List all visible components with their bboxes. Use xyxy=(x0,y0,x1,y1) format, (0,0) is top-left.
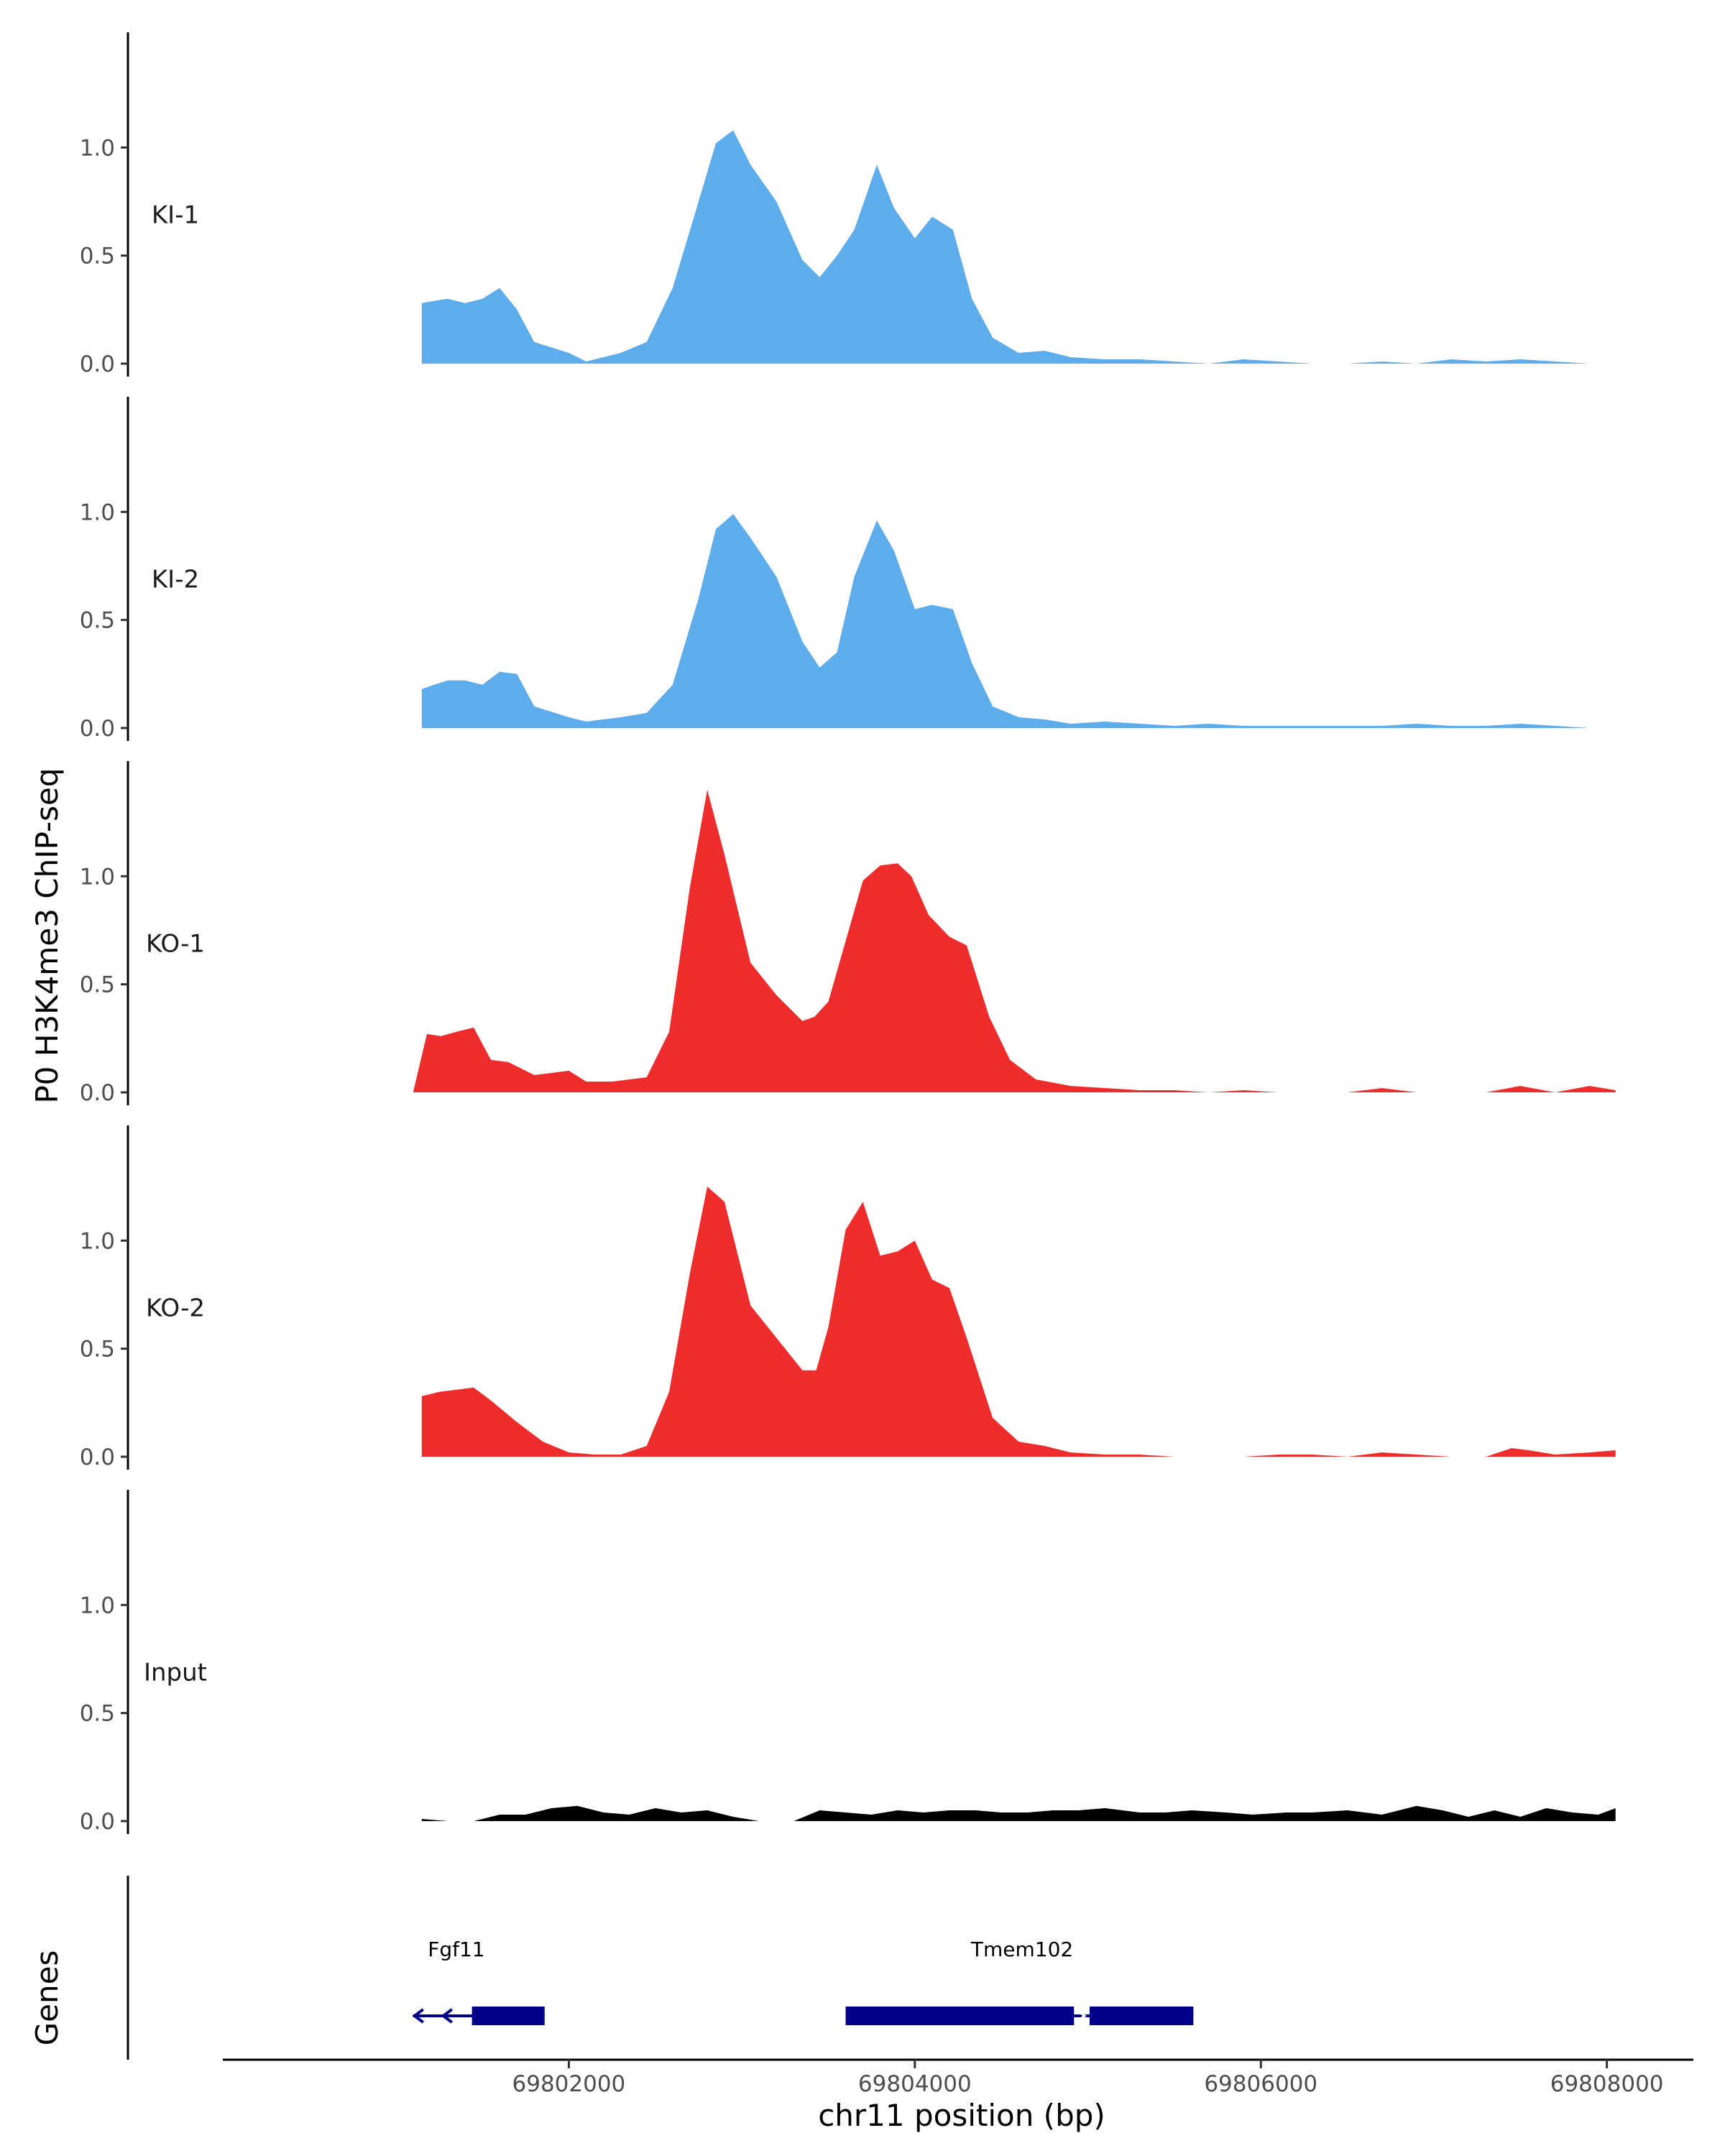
y-tick-label: 1.0 xyxy=(80,135,115,161)
gene-exon xyxy=(472,2007,545,2025)
y-tick-label: 1.0 xyxy=(80,499,115,525)
y-tick-label: 0.5 xyxy=(80,1337,115,1363)
y-tick-label: 0.0 xyxy=(80,1809,115,1835)
y-tick-label: 0.5 xyxy=(80,1701,115,1727)
y-axis-title: P0 H3K4me3 ChIP-seq xyxy=(29,768,65,1103)
coverage-area xyxy=(421,1805,1616,1821)
y-tick-label: 0.0 xyxy=(80,1445,115,1470)
track-ki-2: 0.0 0.5 1.0 KI-2 xyxy=(80,397,1616,742)
y-tick-label: 0.5 xyxy=(80,244,115,270)
genes-axis-title: Genes xyxy=(29,1950,65,2046)
x-axis-title: chr11 position (bp) xyxy=(818,2098,1105,2133)
x-axis: 69802000 69804000 69806000 69808000 xyxy=(223,2058,1693,2097)
gene-label: Tmem102 xyxy=(970,1938,1073,1961)
gene-label: Fgf11 xyxy=(428,1938,484,1961)
strand-arrow-icon xyxy=(469,2008,482,2024)
x-tick-label: 69802000 xyxy=(512,2071,626,2097)
x-tick-label: 69808000 xyxy=(1550,2071,1664,2097)
coverage-area xyxy=(421,130,1616,364)
gene-exon xyxy=(1089,2007,1194,2025)
strand-arrow-icon xyxy=(412,2008,424,2024)
gene-fgf11: Fgf11 xyxy=(412,1938,545,2025)
track-label: KO-1 xyxy=(146,930,205,959)
x-tick-label: 69806000 xyxy=(1204,2071,1317,2097)
y-tick-label: 0.5 xyxy=(80,972,115,998)
gene-annotation-track: Fgf11 Tmem102 xyxy=(126,1876,1194,2060)
gene-exon xyxy=(845,2007,1075,2025)
coverage-area xyxy=(421,514,1616,728)
track-label: KI-2 xyxy=(152,566,199,594)
y-tick-label: 0.0 xyxy=(80,1080,115,1106)
strand-arrow-icon xyxy=(441,2008,453,2024)
y-tick-label: 0.0 xyxy=(80,351,115,377)
track-ko-1: 0.0 0.5 1.0 KO-1 xyxy=(80,761,1616,1106)
track-label: KI-1 xyxy=(152,201,199,230)
y-tick-label: 1.0 xyxy=(80,864,115,890)
x-tick-label: 69804000 xyxy=(858,2071,972,2097)
track-label: Input xyxy=(144,1659,207,1687)
track-label: KO-2 xyxy=(146,1294,205,1323)
track-ki-1: 0.0 0.5 1.0 KI-1 xyxy=(80,32,1616,377)
y-tick-label: 1.0 xyxy=(80,1228,115,1254)
y-tick-label: 1.0 xyxy=(80,1593,115,1618)
strand-arrow-icon xyxy=(1075,2009,1087,2023)
tracks: 0.00.51.0KI-10.00.51.0KI-20.00.51.0KO-10… xyxy=(80,32,1616,1835)
y-tick-label: 0.5 xyxy=(80,608,115,634)
y-tick-label: 0.0 xyxy=(80,716,115,742)
gene-tmem102: Tmem102 xyxy=(845,1938,1194,2025)
track-ko-2: 0.0 0.5 1.0 KO-2 xyxy=(80,1125,1616,1470)
coverage-area xyxy=(413,790,1616,1092)
coverage-area xyxy=(421,1187,1616,1457)
track-input: 0.0 0.5 1.0 Input xyxy=(80,1490,1616,1835)
